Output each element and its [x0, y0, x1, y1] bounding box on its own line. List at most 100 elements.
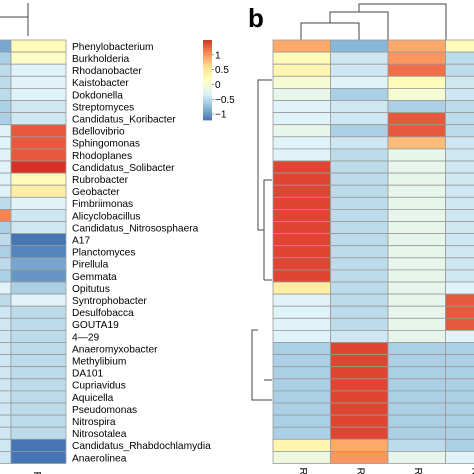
cell-b-r9-rs3 — [445, 136, 474, 150]
cell-b-r27-rs2 — [387, 354, 446, 368]
row-label-gemmata: Gemmata — [72, 272, 117, 283]
cell-a-edge-burkholderia — [0, 51, 12, 65]
cell-a-edge-nitrosotalea — [0, 426, 12, 440]
cell-b-r31-rs3 — [445, 402, 474, 416]
cell-a-phenylobacterium — [10, 39, 67, 53]
cell-b-r11-rs2 — [387, 160, 446, 174]
cell-b-r34-rs1 — [330, 438, 389, 452]
cell-a-edge-candidatus-nitrososphaera — [0, 221, 12, 235]
cell-a-edge-sphingomonas — [0, 136, 12, 150]
cell-b-r4-rs2 — [387, 75, 446, 89]
cell-b-r31-rs4 — [272, 402, 331, 416]
row-label-nitrospira: Nitrospira — [72, 417, 116, 428]
cell-a-pirellula — [10, 257, 67, 271]
row-label-a17: A17 — [72, 235, 90, 246]
cell-b-r19-rs2 — [387, 257, 446, 271]
cell-a-desulfobacca — [10, 305, 67, 319]
cell-b-r2-rs1 — [330, 51, 389, 65]
cell-b-r14-rs2 — [387, 196, 446, 210]
cell-b-r18-rs3 — [445, 245, 474, 259]
cell-b-r32-rs1 — [330, 414, 389, 428]
cell-b-r9-rs1 — [330, 136, 389, 150]
row-label-candidatus-rhabdochlamydia: Candidatus_Rhabdochlamydia — [72, 441, 211, 452]
cell-b-r30-rs4 — [272, 390, 331, 404]
cell-b-r11-rs1 — [330, 160, 389, 174]
cell-b-r22-rs3 — [445, 293, 474, 307]
row-label-candidatus-solibacter: Candidatus_Solibacter — [72, 163, 175, 174]
row-label-kaistobacter: Kaistobacter — [72, 78, 129, 89]
cell-b-r7-rs4 — [272, 112, 331, 126]
row-label-phenylobacterium: Phenylobacterium — [72, 42, 154, 53]
cell-a-edge-candidatus-rhabdochlamydia — [0, 438, 12, 452]
cell-b-r26-rs2 — [387, 342, 446, 356]
cell-b-r31-rs1 — [330, 402, 389, 416]
cell-b-r4-rs4 — [272, 75, 331, 89]
cell-a-kaistobacter — [10, 75, 67, 89]
cell-b-r25-rs4 — [272, 329, 331, 343]
legend-swatch — [203, 94, 212, 97]
cell-b-r20-rs1 — [330, 269, 389, 283]
cell-b-r12-rs1 — [330, 172, 389, 186]
cell-b-r29-rs2 — [387, 378, 446, 392]
cell-b-r6-rs1 — [330, 100, 389, 114]
color-legend: 1 0.5 0 −0.5 −1 — [203, 40, 235, 121]
cell-a-edge-dokdonella — [0, 88, 12, 101]
cell-b-r24-rs2 — [387, 317, 446, 331]
legend-tick-label: −0.5 — [215, 95, 235, 106]
panel-label-b: b — [248, 3, 264, 33]
legend-swatch — [203, 106, 212, 109]
cell-a-candidatus-solibacter — [10, 160, 67, 174]
cell-b-r25-rs1 — [330, 329, 389, 343]
legend-swatch — [203, 72, 212, 75]
legend-swatch — [203, 86, 212, 89]
cell-b-r5-rs4 — [272, 88, 331, 101]
col-label-b-rs3: RS3 — [469, 468, 474, 474]
cell-b-r9-rs4 — [272, 136, 331, 150]
cell-b-r2-rs3 — [445, 51, 474, 65]
cell-a-dokdonella — [10, 88, 67, 101]
legend-swatch — [203, 78, 212, 81]
cell-b-r10-rs3 — [445, 148, 474, 162]
row-label-bdellovibrio: Bdellovibrio — [72, 127, 125, 138]
cell-b-r14-rs1 — [330, 196, 389, 210]
cell-b-r24-rs3 — [445, 317, 474, 331]
cell-a-burkholderia — [10, 51, 67, 65]
cell-b-r8-rs1 — [330, 124, 389, 138]
cell-b-r2-rs4 — [272, 51, 331, 65]
cell-b-r33-rs4 — [272, 426, 331, 440]
cell-b-r30-rs2 — [387, 390, 446, 404]
cell-b-r21-rs3 — [445, 281, 474, 295]
dendrogram-a — [0, 3, 29, 36]
cell-a-edge-bdellovibrio — [0, 124, 12, 138]
cell-a-planctomyces — [10, 245, 67, 259]
legend-swatch — [203, 84, 212, 87]
cell-b-r23-rs4 — [272, 305, 331, 319]
cell-a-edge-aquicella — [0, 390, 12, 404]
cell-b-r13-rs1 — [330, 184, 389, 198]
legend-swatch — [203, 48, 212, 51]
legend-swatch — [203, 76, 212, 79]
legend-swatch — [203, 52, 212, 55]
cell-a-opitutus — [10, 281, 67, 295]
dendrogram-b-rows — [251, 79, 272, 401]
cell-b-r26-rs3 — [445, 342, 474, 356]
row-label-streptomyces: Streptomyces — [72, 102, 134, 113]
row-label-methylibium: Methylibium — [72, 356, 126, 367]
cell-a-cupriavidus — [10, 378, 67, 392]
cell-a-methylibium — [10, 354, 67, 368]
row-label-burkholderia: Burkholderia — [72, 54, 130, 65]
row-label-anaerolinea: Anaerolinea — [72, 453, 127, 464]
cell-a-streptomyces — [10, 100, 67, 114]
legend-swatch — [203, 118, 212, 121]
cell-b-r7-rs2 — [387, 112, 446, 126]
legend-tick-label: 0.5 — [215, 65, 229, 76]
row-label-gouta19: GOUTA19 — [72, 320, 119, 331]
cell-b-r23-rs2 — [387, 305, 446, 319]
cell-a-edge-gemmata — [0, 269, 12, 283]
cell-b-r20-rs3 — [445, 269, 474, 283]
row-label-alicyclobacillus: Alicyclobacillus — [72, 211, 141, 222]
cell-b-r8-rs3 — [445, 124, 474, 138]
cell-a-nitrospira — [10, 414, 67, 428]
legend-tick-label: 1 — [215, 50, 221, 61]
